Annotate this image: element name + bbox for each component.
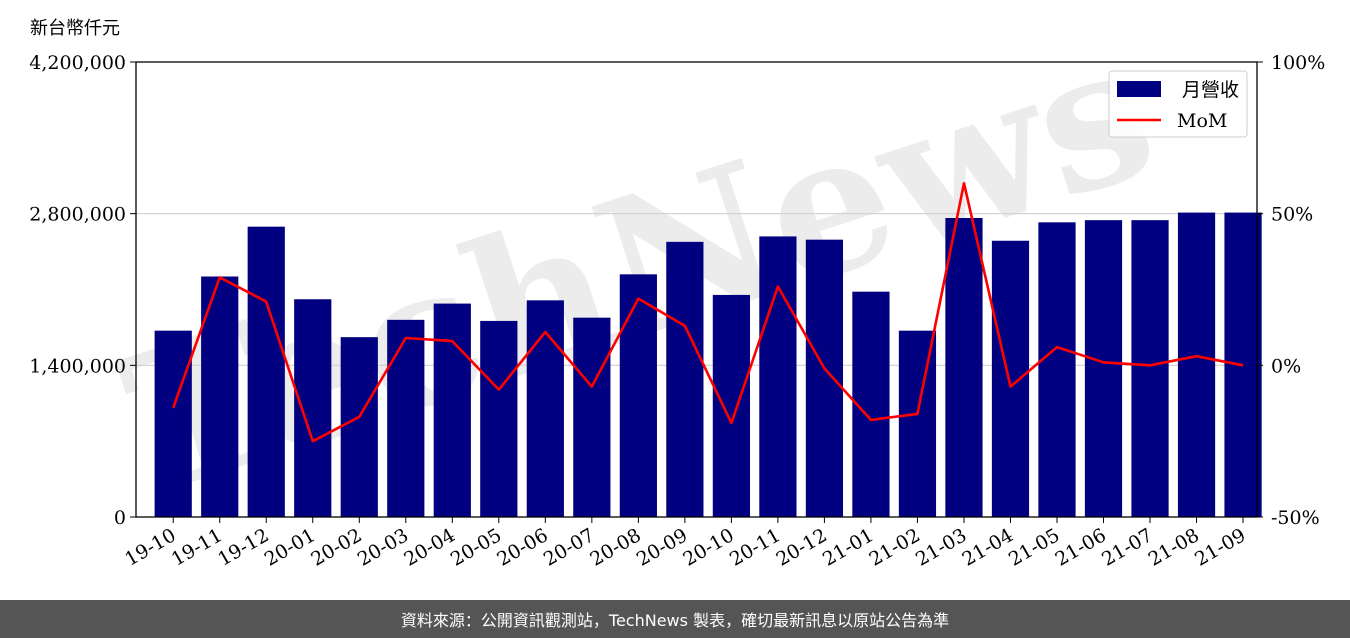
bar-20-11: [759, 236, 797, 517]
x-tick-label: 20-11: [726, 524, 784, 570]
x-tick-label: 19-12: [214, 524, 272, 570]
x-tick-label: 21-08: [1145, 524, 1203, 570]
plot-frame: [135, 61, 1258, 518]
x-tick-label: 20-10: [679, 524, 737, 570]
legend-bar-swatch: [1117, 81, 1161, 97]
bar-20-02: [340, 337, 378, 517]
chart: TechNews 0 1,400,000 2,800,000 4,200,000 -50%…: [29, 0, 1325, 571]
x-tick-label: 20-09: [633, 524, 691, 570]
right-tick-label: 0%: [1271, 355, 1301, 377]
bar-20-01: [294, 299, 332, 517]
x-tick-label: 21-07: [1098, 524, 1156, 570]
x-tick-label: 20-04: [400, 524, 458, 570]
bar-20-12: [805, 239, 844, 517]
source-footer: 資料來源：公開資訊觀測站，TechNews 製表，確切最新訊息以原站公告為準: [0, 600, 1350, 638]
bar-20-09: [666, 241, 704, 518]
chart-canvas: TechNews01,400,0002,800,0004,200,000-50%…: [29, 0, 1325, 571]
left-tick-label: 2,800,000: [29, 204, 126, 226]
bar-20-07: [573, 317, 611, 517]
right-tick-label: 100%: [1271, 52, 1325, 74]
bar-21-04: [991, 240, 1030, 517]
bar-19-12: [247, 226, 285, 517]
x-tick-label: 20-05: [447, 524, 505, 570]
x-tick-label: 21-01: [819, 524, 877, 570]
bar-20-03: [387, 319, 425, 517]
x-tick-label: 20-03: [354, 524, 412, 570]
x-tick-label: 20-02: [307, 524, 365, 570]
x-tick-label: 19-10: [121, 524, 179, 570]
left-tick-label: 4,200,000: [29, 52, 126, 74]
bar-19-11: [201, 276, 239, 517]
bar-20-06: [526, 300, 564, 517]
x-tick-label: 21-05: [1005, 524, 1063, 570]
bar-20-05: [480, 320, 518, 517]
left-tick-label: 1,400,000: [29, 355, 126, 377]
source-note: 資料來源：公開資訊觀測站，TechNews 製表，確切最新訊息以原站公告為準: [400, 611, 950, 630]
legend-line-label: MoM: [1177, 110, 1227, 132]
x-tick-label: 20-08: [586, 524, 644, 570]
bar-21-07: [1131, 220, 1169, 517]
x-tick-label: 21-03: [912, 524, 970, 570]
bar-21-06: [1084, 220, 1123, 517]
bar-20-10: [712, 294, 750, 517]
legend-bar-label: 月營收: [1182, 79, 1239, 101]
bar-21-02: [898, 330, 937, 517]
x-tick-label: 21-04: [959, 524, 1017, 570]
bar-21-03: [945, 218, 983, 517]
mom-line: [171, 182, 1244, 443]
x-tick-label: 21-02: [866, 524, 924, 570]
x-tick-label: 21-09: [1191, 524, 1249, 570]
x-tick-label: 20-01: [261, 524, 319, 570]
unit-label: 新台幣仟元: [30, 18, 120, 39]
left-tick-label: 0: [114, 507, 126, 529]
bar-20-08: [619, 274, 657, 517]
x-tick-label: 20-07: [540, 524, 598, 570]
x-tick-label: 20-06: [493, 524, 551, 570]
right-tick-label: -50%: [1271, 507, 1320, 529]
x-tick-label: 20-12: [772, 524, 830, 570]
bar-20-04: [433, 303, 471, 517]
bar-21-08: [1177, 212, 1216, 518]
x-tick-label: 21-06: [1052, 524, 1110, 570]
bar-19-10: [154, 330, 192, 517]
bar-21-05: [1038, 222, 1076, 518]
right-tick-label: 50%: [1271, 204, 1313, 226]
